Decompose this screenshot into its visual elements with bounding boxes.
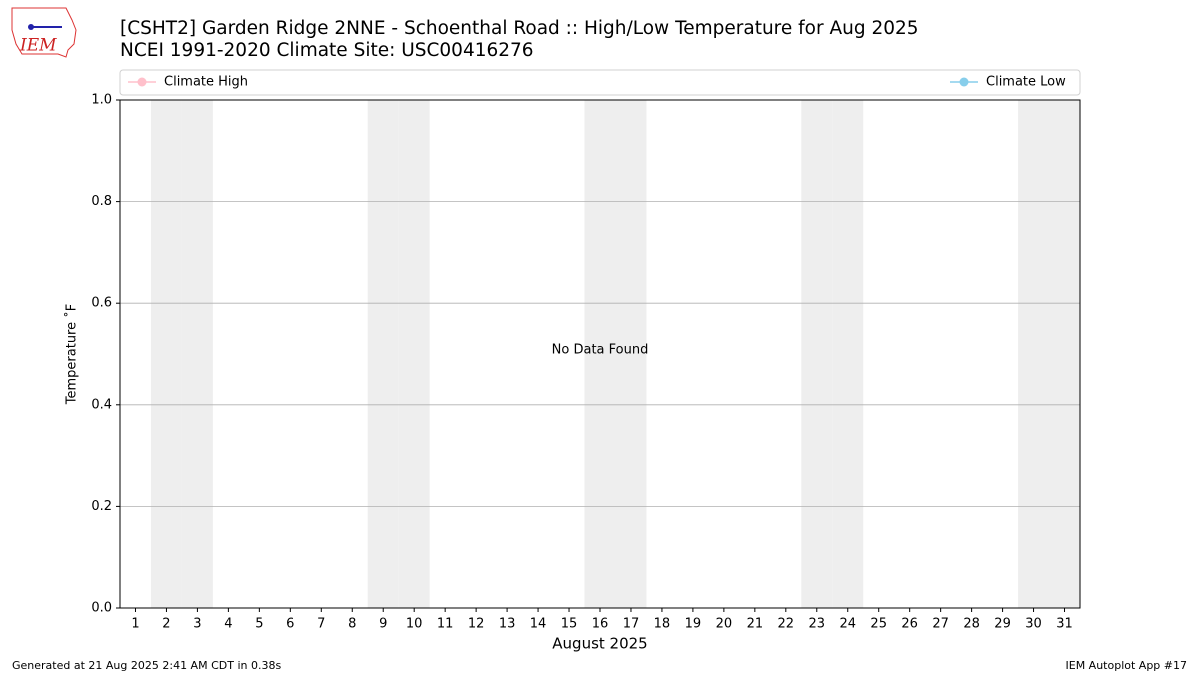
y-tick-label: 0.4 <box>91 397 112 412</box>
x-tick-label: 31 <box>1056 617 1073 632</box>
logo-icon <box>28 24 34 30</box>
y-tick-label: 1.0 <box>91 93 112 108</box>
x-tick-label: 11 <box>437 617 454 632</box>
y-tick-label: 0.2 <box>91 499 112 514</box>
x-tick-label: 6 <box>286 617 294 632</box>
x-tick-label: 26 <box>901 617 918 632</box>
weekend-band <box>615 100 647 608</box>
x-tick-label: 24 <box>839 617 856 632</box>
x-tick-label: 22 <box>778 617 795 632</box>
x-tick-label: 13 <box>499 617 516 632</box>
chart-title: [CSHT2] Garden Ridge 2NNE - Schoenthal R… <box>120 18 919 39</box>
logo-text: IEM <box>19 36 57 56</box>
x-tick-label: 23 <box>809 617 826 632</box>
footer: Generated at 21 Aug 2025 2:41 AM CDT in … <box>12 659 281 672</box>
x-tick-label: 16 <box>592 617 609 632</box>
x-tick-label: 30 <box>1025 617 1042 632</box>
weekend-band <box>181 100 213 608</box>
weekend-band <box>832 100 864 608</box>
x-tick-label: 3 <box>193 617 201 632</box>
x-tick-label: 19 <box>685 617 702 632</box>
legend-box <box>119 69 1081 96</box>
weekend-band <box>1049 100 1080 608</box>
legend-label: Climate Low <box>986 75 1066 90</box>
annotation: No Data Found <box>552 343 649 358</box>
weekend-band <box>150 100 182 608</box>
y-tick-label: 0.6 <box>91 296 112 311</box>
x-tick-label: 1 <box>131 617 139 632</box>
weekend-band <box>584 100 616 608</box>
x-tick-label: 14 <box>530 617 547 632</box>
legend-marker <box>137 77 147 87</box>
x-tick-label: 2 <box>162 617 170 632</box>
y-axis-label: Temperature ˚F <box>64 304 80 405</box>
x-tick-label: 10 <box>406 617 423 632</box>
x-axis-label: August 2025 <box>552 635 647 653</box>
x-tick-label: 17 <box>623 617 640 632</box>
y-tick-label: 0.8 <box>91 194 112 209</box>
x-tick-label: 27 <box>932 617 949 632</box>
y-tick-label: 0.0 <box>91 601 112 616</box>
x-tick-label: 18 <box>654 617 671 632</box>
x-tick-label: 8 <box>348 617 356 632</box>
logo-outline <box>11 7 77 58</box>
x-tick-label: 28 <box>963 617 980 632</box>
weekend-band <box>367 100 399 608</box>
x-tick-label: 4 <box>224 617 232 632</box>
x-tick-label: 7 <box>317 617 325 632</box>
weekend-band <box>801 100 833 608</box>
footer: IEM Autoplot App #17 <box>1066 659 1188 672</box>
x-tick-label: 20 <box>716 617 733 632</box>
chart-subtitle: NCEI 1991-2020 Climate Site: USC00416276 <box>120 40 534 61</box>
legend-marker <box>959 77 969 87</box>
x-tick-label: 12 <box>468 617 485 632</box>
weekend-band <box>398 100 430 608</box>
x-tick-label: 15 <box>561 617 578 632</box>
x-tick-label: 21 <box>747 617 764 632</box>
x-tick-label: 9 <box>379 617 387 632</box>
weekend-band <box>1018 100 1050 608</box>
x-tick-label: 25 <box>870 617 887 632</box>
plot-frame <box>119 99 1081 609</box>
x-tick-label: 29 <box>994 617 1011 632</box>
x-tick-label: 5 <box>255 617 263 632</box>
logo: IEM <box>11 7 77 58</box>
legend-label: Climate High <box>164 75 248 90</box>
